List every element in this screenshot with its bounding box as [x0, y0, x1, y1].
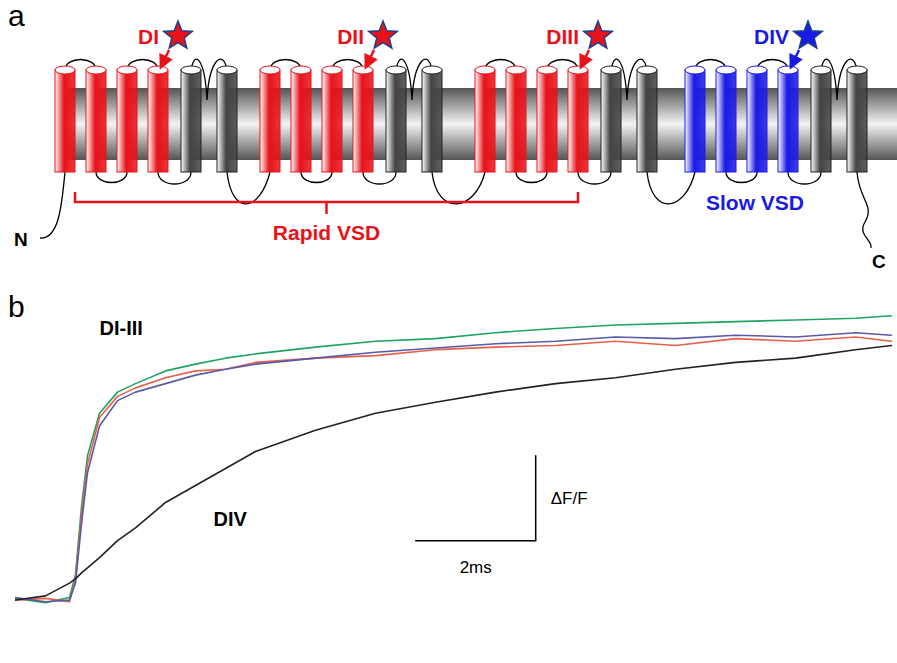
html-text:b: b — [8, 290, 25, 323]
svg-text:DI: DI — [138, 25, 159, 48]
svg-text:2ms: 2ms — [460, 558, 492, 577]
svg-text:Slow VSD: Slow VSD — [706, 191, 804, 214]
svg-text:a: a — [8, 0, 25, 32]
svg-text:DII: DII — [337, 25, 364, 48]
svg-text:DIV: DIV — [214, 508, 248, 530]
svg-text:Rapid VSD: Rapid VSD — [273, 221, 380, 244]
svg-text:ΔF/F: ΔF/F — [551, 489, 588, 508]
svg-text:DI-III: DI-III — [100, 317, 143, 339]
svg-text:N: N — [14, 229, 28, 250]
svg-text:C: C — [872, 251, 886, 272]
svg-text:DIII: DIII — [546, 25, 579, 48]
svg-text:DIV: DIV — [754, 25, 789, 48]
